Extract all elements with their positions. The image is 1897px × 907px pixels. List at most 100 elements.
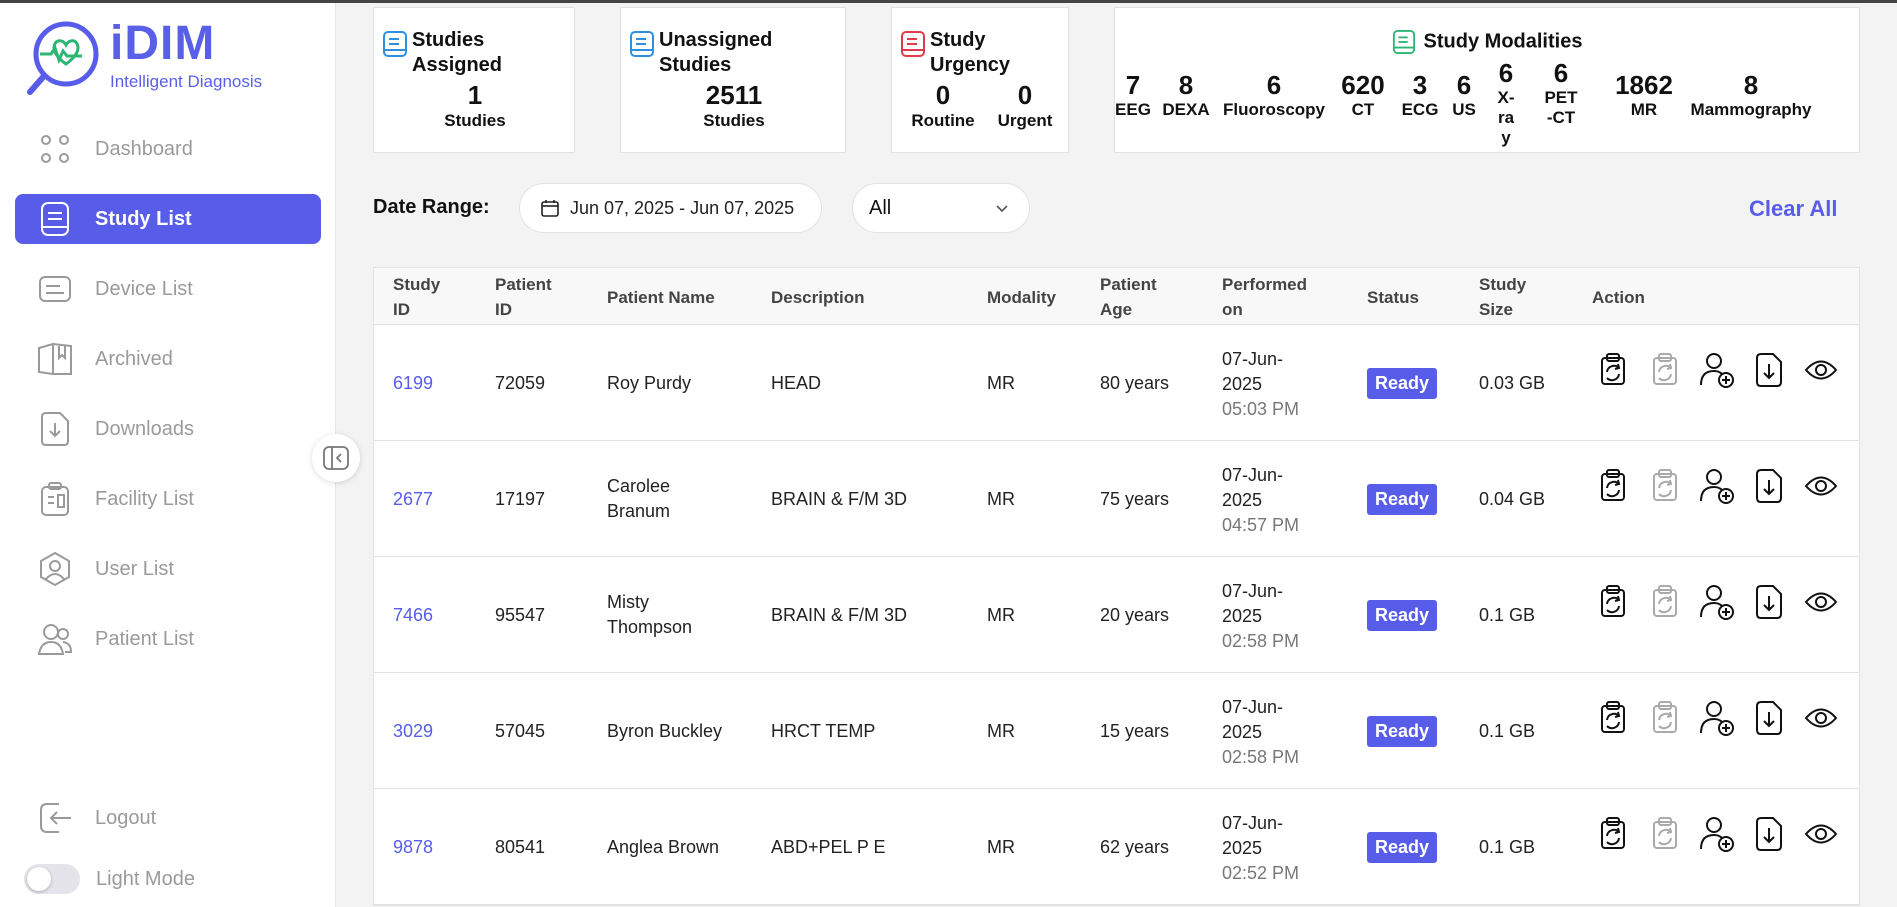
modality-xray[interactable]: 6 X-ray (1489, 58, 1523, 148)
modality: MR (987, 604, 1015, 625)
add-user-icon[interactable] (1698, 583, 1736, 621)
download-file-icon[interactable] (1750, 467, 1788, 505)
unassign-clipboard-icon[interactable] (1646, 467, 1684, 505)
study-id-link[interactable]: 7466 (393, 604, 434, 625)
download-file-icon[interactable] (1750, 699, 1788, 737)
modality-ecg[interactable]: 3 ECG (1399, 70, 1441, 148)
sidebar-item-downloads[interactable]: Downloads (15, 404, 321, 454)
unassign-clipboard-icon[interactable] (1646, 583, 1684, 621)
light-mode-switch[interactable]: Light Mode (24, 864, 195, 894)
sidebar-item-patient-list[interactable]: Patient List (15, 614, 321, 664)
add-user-icon[interactable] (1698, 351, 1736, 389)
col-study-size[interactable]: Study Size (1479, 275, 1527, 319)
date-range-picker[interactable]: Jun 07, 2025 - Jun 07, 2025 (519, 183, 822, 233)
table-body: 6199 72059 Roy Purdy HEAD MR 80 years 07… (374, 325, 1859, 905)
modality-mammography[interactable]: 8 Mammography (1687, 70, 1815, 148)
modality-eeg[interactable]: 7 EEG (1115, 70, 1151, 148)
col-performed-on[interactable]: Performed on (1222, 275, 1308, 319)
col-status[interactable]: Status (1367, 287, 1419, 307)
study-id-link[interactable]: 9878 (393, 836, 434, 857)
status-badge: Ready (1367, 831, 1438, 863)
download-file-icon[interactable] (1750, 583, 1788, 621)
logout-button[interactable]: Logout (37, 800, 156, 836)
col-study-id[interactable]: Study ID (393, 275, 441, 319)
table-row[interactable]: 9878 80541 Anglea Brown ABD+PEL P E MR 6… (374, 789, 1859, 905)
assign-clipboard-icon[interactable] (1594, 815, 1632, 853)
study-id-link[interactable]: 6199 (393, 372, 434, 393)
view-eye-icon[interactable] (1802, 467, 1840, 505)
table-row[interactable]: 7466 95547 Misty Thompson BRAIN & F/M 3D… (374, 557, 1859, 673)
assign-clipboard-icon[interactable] (1594, 699, 1632, 737)
modalities-document-icon (1392, 30, 1415, 54)
view-eye-icon[interactable] (1802, 699, 1840, 737)
assign-clipboard-icon[interactable] (1594, 467, 1632, 505)
sidebar-item-label: Facility List (95, 487, 194, 510)
add-user-icon[interactable] (1698, 699, 1736, 737)
performed-on: 07-Jun-2025 02:52 PM (1222, 811, 1312, 886)
table-row[interactable]: 6199 72059 Roy Purdy HEAD MR 80 years 07… (374, 325, 1859, 441)
sidebar-item-study-list[interactable]: Study List (15, 194, 321, 244)
view-eye-icon[interactable] (1802, 815, 1840, 853)
col-description[interactable]: Description (771, 287, 865, 307)
performed-date: 07-Jun-2025 (1222, 465, 1284, 510)
urgent-label: Urgent (997, 111, 1053, 130)
modality-pet-ct[interactable]: 6 PET-CT (1541, 58, 1581, 148)
sidebar-item-user-list[interactable]: User List (15, 544, 321, 594)
table-row[interactable]: 3029 57045 Byron Buckley HRCT TEMP MR 15… (374, 673, 1859, 789)
study-urgency-card[interactable]: Study Urgency 0 Routine 0 Urgent (891, 7, 1069, 153)
unassigned-count: 2511 (705, 80, 763, 110)
sidebar-item-dashboard[interactable]: Dashboard (15, 124, 321, 174)
filter-select[interactable]: All (852, 183, 1030, 233)
modality-mr[interactable]: 1862 MR (1613, 70, 1675, 148)
view-eye-icon[interactable] (1802, 583, 1840, 621)
archive-book-icon (37, 341, 73, 377)
sidebar-item-device-list[interactable]: Device List (15, 264, 321, 314)
add-user-icon[interactable] (1698, 815, 1736, 853)
studies-assigned-card[interactable]: Studies Assigned 1 Studies (373, 7, 575, 153)
col-patient-name[interactable]: Patient Name (607, 287, 715, 307)
col-patient-age[interactable]: Patient Age (1100, 275, 1157, 319)
modality-label: US (1452, 100, 1476, 119)
sidebar-item-archived[interactable]: Archived (15, 334, 321, 384)
modality-us[interactable]: 6 US (1449, 70, 1479, 148)
assign-clipboard-icon[interactable] (1594, 583, 1632, 621)
calendar-icon (541, 200, 559, 217)
download-file-icon[interactable] (1750, 351, 1788, 389)
unassign-clipboard-icon[interactable] (1646, 815, 1684, 853)
modality-count: 6 (1498, 58, 1514, 88)
modality-label: MR (1630, 100, 1658, 119)
modality-ct[interactable]: 620 CT (1337, 70, 1389, 148)
sidebar-item-label: Dashboard (95, 137, 193, 160)
modality-count: 1862 (1615, 70, 1673, 100)
collapse-sidebar-button[interactable] (312, 434, 360, 482)
add-user-icon[interactable] (1698, 467, 1736, 505)
sidebar: iDIM Intelligent Diagnosis Dashboard Stu… (0, 0, 336, 907)
col-modality[interactable]: Modality (987, 287, 1056, 307)
modality-fluoroscopy[interactable]: 6 Fluoroscopy (1221, 70, 1327, 148)
performed-on: 07-Jun-2025 05:03 PM (1222, 347, 1312, 422)
view-eye-icon[interactable] (1802, 351, 1840, 389)
mode-toggle[interactable] (24, 864, 80, 894)
study-id-link[interactable]: 3029 (393, 720, 434, 741)
unassign-clipboard-icon[interactable] (1646, 351, 1684, 389)
unassigned-studies-card[interactable]: Unassigned Studies 2511 Studies (620, 7, 846, 153)
study-modalities-card[interactable]: Study Modalities 7 EEG 8 DEXA 6 Fluoroscopy… (1114, 7, 1860, 153)
modality-list: 7 EEG 8 DEXA 6 Fluoroscopy 620 CT 3 ECG 6 US 6… (1115, 58, 1859, 148)
performed-date: 07-Jun-2025 (1222, 581, 1284, 626)
status-cell: Ready (1367, 557, 1438, 673)
assign-clipboard-icon[interactable] (1594, 351, 1632, 389)
study-id-link[interactable]: 2677 (393, 488, 434, 509)
brand-logo[interactable]: iDIM Intelligent Diagnosis (24, 18, 262, 98)
clear-all-button[interactable]: Clear All (1749, 196, 1838, 221)
patient-id: 17197 (495, 488, 546, 509)
download-file-icon[interactable] (1750, 815, 1788, 853)
col-patient-id[interactable]: Patient ID (495, 275, 552, 319)
modality-dexa[interactable]: 8 DEXA (1161, 70, 1211, 148)
routine-count: 0 (935, 80, 951, 110)
description: HRCT TEMP (771, 720, 876, 741)
table-row[interactable]: 2677 17197 Carolee Branum BRAIN & F/M 3D… (374, 441, 1859, 557)
unassign-clipboard-icon[interactable] (1646, 699, 1684, 737)
performed-on: 07-Jun-2025 02:58 PM (1222, 579, 1312, 654)
sidebar-item-label: User List (95, 557, 174, 580)
sidebar-item-facility-list[interactable]: Facility List (15, 474, 321, 524)
